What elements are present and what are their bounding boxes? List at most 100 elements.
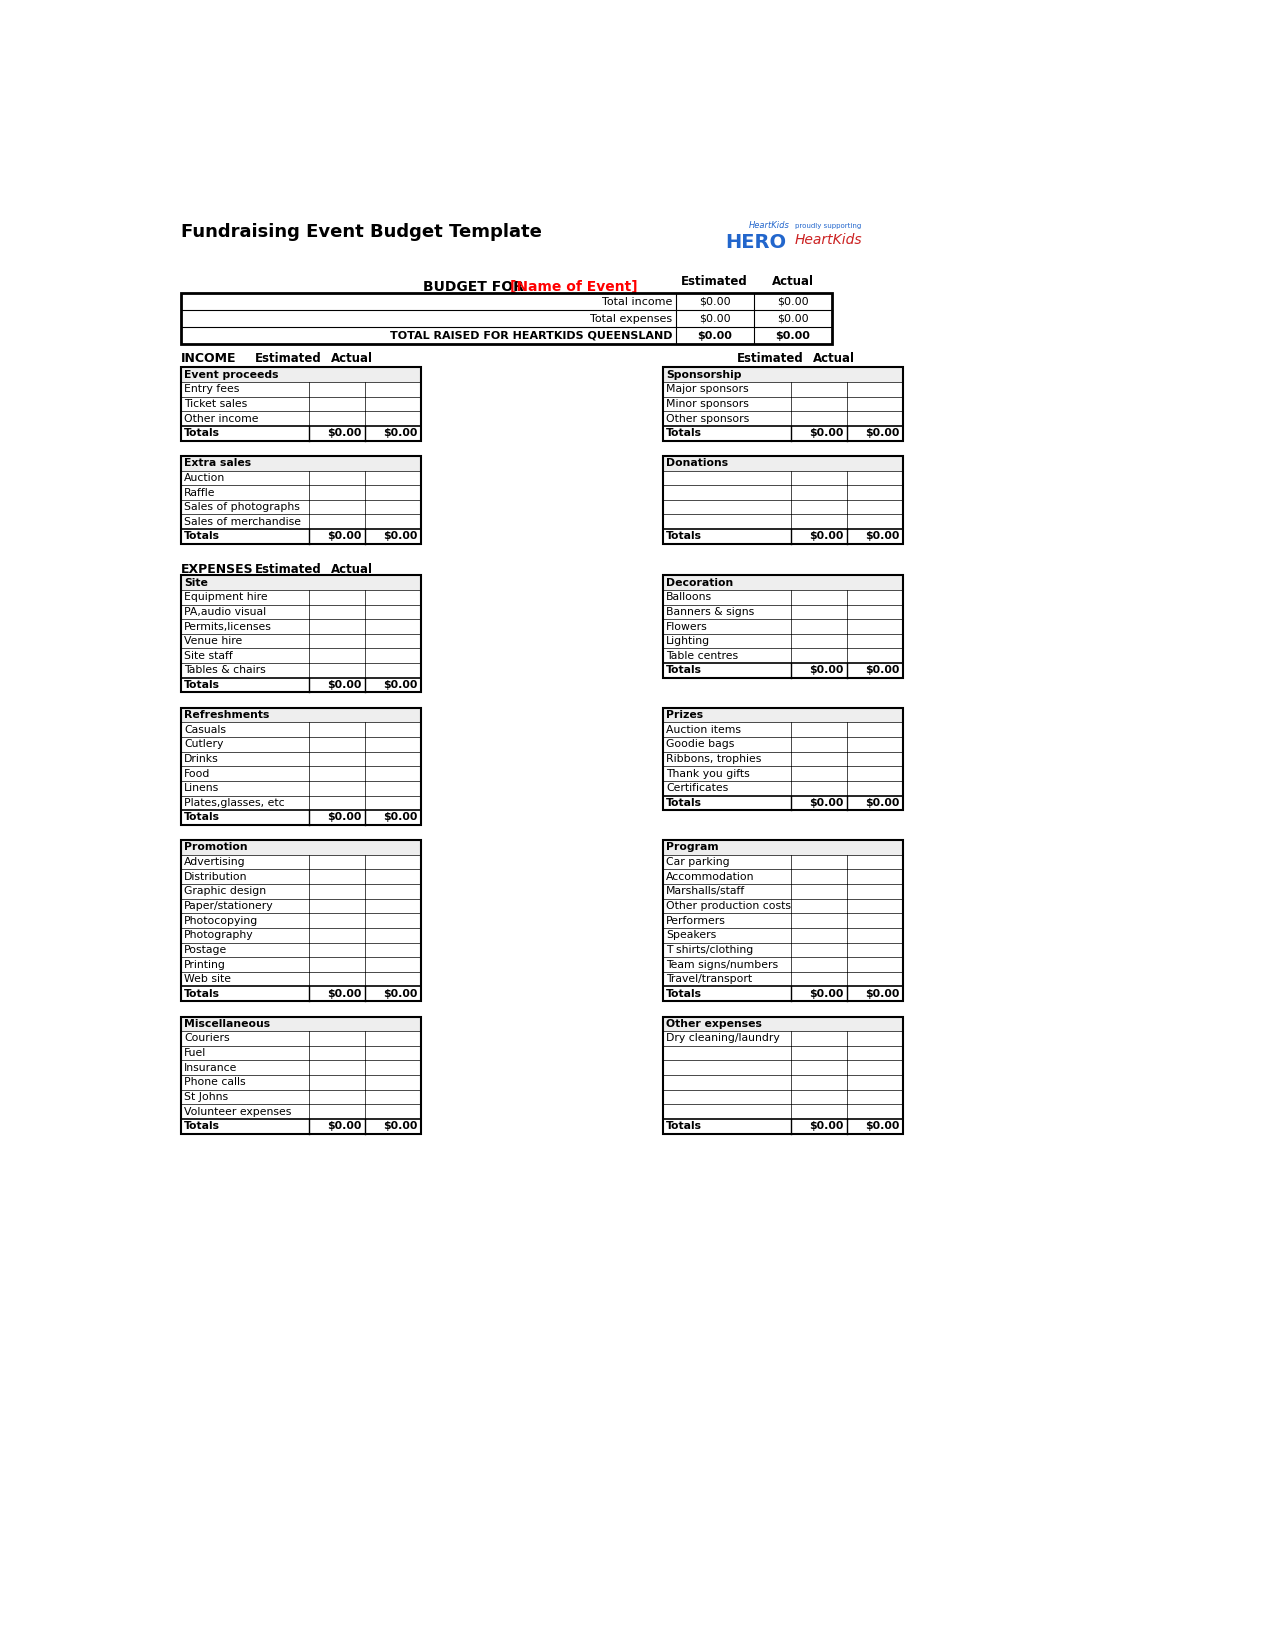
Bar <box>663 914 903 927</box>
Bar <box>663 942 903 957</box>
Text: $0.00: $0.00 <box>328 988 362 998</box>
Bar <box>663 1046 903 1061</box>
Text: Permits,licenses: Permits,licenses <box>184 622 272 632</box>
Text: Donations: Donations <box>667 459 728 469</box>
Text: $0.00: $0.00 <box>382 680 417 690</box>
Text: Entry fees: Entry fees <box>184 384 240 394</box>
Text: Totals: Totals <box>667 988 703 998</box>
Text: Auction: Auction <box>184 474 226 483</box>
Bar <box>181 383 421 396</box>
Text: Balloons: Balloons <box>667 592 713 602</box>
Bar <box>663 738 903 752</box>
Bar <box>181 648 421 663</box>
Text: $0.00: $0.00 <box>778 297 808 307</box>
Bar <box>663 455 903 544</box>
Bar <box>181 987 421 1002</box>
Bar <box>663 576 903 678</box>
Bar <box>181 396 421 411</box>
Text: [Name of Event]: [Name of Event] <box>510 280 638 294</box>
Bar <box>663 455 903 470</box>
Text: Postage: Postage <box>184 945 227 955</box>
Text: Insurance: Insurance <box>184 1063 237 1073</box>
Bar <box>663 795 903 810</box>
Bar <box>181 310 833 327</box>
Text: $0.00: $0.00 <box>810 1122 844 1132</box>
Bar <box>181 576 421 693</box>
Text: Estimated: Estimated <box>681 276 748 289</box>
Bar <box>181 426 421 441</box>
Text: $0.00: $0.00 <box>328 531 362 541</box>
Text: $0.00: $0.00 <box>328 812 362 822</box>
Text: $0.00: $0.00 <box>382 429 417 439</box>
Bar <box>181 604 421 619</box>
Text: Casuals: Casuals <box>184 724 226 734</box>
Text: Ribbons, trophies: Ribbons, trophies <box>667 754 761 764</box>
Text: $0.00: $0.00 <box>810 799 844 808</box>
Text: Totals: Totals <box>184 988 221 998</box>
Text: Totals: Totals <box>667 799 703 808</box>
Text: Major sponsors: Major sponsors <box>667 384 748 394</box>
Text: $0.00: $0.00 <box>382 812 417 822</box>
Bar <box>663 708 903 810</box>
Text: $0.00: $0.00 <box>697 332 732 342</box>
Text: Actual: Actual <box>812 351 854 365</box>
Text: Cutlery: Cutlery <box>184 739 223 749</box>
Bar <box>663 576 903 591</box>
Text: $0.00: $0.00 <box>810 531 844 541</box>
Text: Estimated: Estimated <box>255 351 321 365</box>
Bar <box>181 810 421 825</box>
Text: Speakers: Speakers <box>667 931 717 940</box>
Text: Totals: Totals <box>184 680 221 690</box>
Text: Drinks: Drinks <box>184 754 219 764</box>
Bar <box>181 619 421 634</box>
Text: Other expenses: Other expenses <box>667 1018 762 1030</box>
Bar <box>181 766 421 780</box>
Text: Total expenses: Total expenses <box>590 314 672 323</box>
Bar <box>181 455 421 470</box>
Text: Travel/transport: Travel/transport <box>667 974 752 983</box>
Text: Totals: Totals <box>184 429 221 439</box>
Text: Sales of merchandise: Sales of merchandise <box>184 516 301 526</box>
Text: Totals: Totals <box>184 812 221 822</box>
Bar <box>181 1089 421 1104</box>
Text: $0.00: $0.00 <box>866 988 899 998</box>
Text: Distribution: Distribution <box>184 871 247 881</box>
Bar <box>181 515 421 530</box>
Bar <box>181 927 421 942</box>
Bar <box>181 855 421 870</box>
Text: Equipment hire: Equipment hire <box>184 592 268 602</box>
Text: $0.00: $0.00 <box>810 665 844 675</box>
Text: Other production costs: Other production costs <box>667 901 792 911</box>
Text: Team signs/numbers: Team signs/numbers <box>667 960 778 970</box>
Bar <box>663 485 903 500</box>
Bar <box>181 972 421 987</box>
Bar <box>663 591 903 604</box>
Text: HERO: HERO <box>725 233 787 252</box>
Bar <box>663 500 903 515</box>
Text: Actual: Actual <box>771 276 813 289</box>
Text: proudly supporting: proudly supporting <box>794 223 861 229</box>
Text: $0.00: $0.00 <box>328 680 362 690</box>
Bar <box>181 738 421 752</box>
Text: $0.00: $0.00 <box>382 1122 417 1132</box>
Bar <box>181 327 833 345</box>
Text: Car parking: Car parking <box>667 856 729 868</box>
Text: Estimated: Estimated <box>255 563 321 576</box>
Text: Advertising: Advertising <box>184 856 246 868</box>
Bar <box>663 972 903 987</box>
Bar <box>663 368 903 441</box>
Bar <box>181 678 421 693</box>
Bar <box>663 1061 903 1076</box>
Bar <box>181 634 421 648</box>
Text: T shirts/clothing: T shirts/clothing <box>667 945 754 955</box>
Bar <box>663 708 903 723</box>
Bar <box>181 942 421 957</box>
Text: Plates,glasses, etc: Plates,glasses, etc <box>184 799 284 808</box>
Bar <box>663 1016 903 1031</box>
Text: Banners & signs: Banners & signs <box>667 607 755 617</box>
Bar <box>181 1016 421 1134</box>
Text: $0.00: $0.00 <box>810 429 844 439</box>
Text: Total income: Total income <box>602 297 672 307</box>
Bar <box>181 576 421 591</box>
Text: Actual: Actual <box>330 351 372 365</box>
